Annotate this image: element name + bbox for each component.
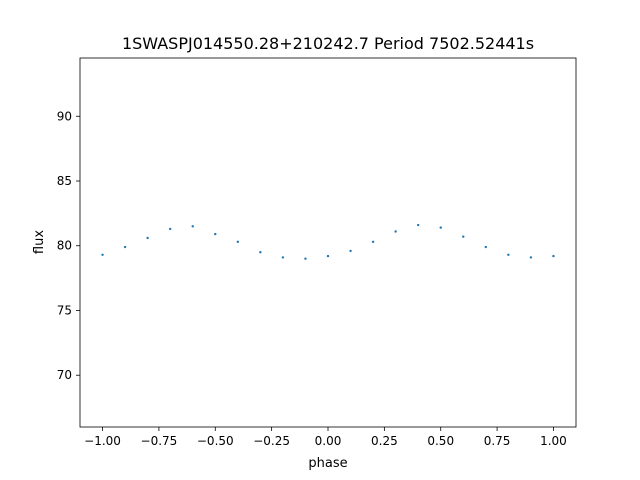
data-point [123,245,127,249]
x-tick-label: 1.00 [540,434,567,448]
data-point [371,240,375,244]
x-tick-label: −0.50 [197,434,234,448]
y-tick-label: 85 [57,174,72,188]
data-point [168,227,172,231]
data-point [529,256,533,259]
data-point [394,230,397,233]
x-tick-label: 0.75 [484,434,511,448]
data-point [462,235,465,238]
data-point [326,254,330,258]
data-point [101,253,104,256]
scatter-points [101,223,555,260]
data-point [191,225,194,228]
x-tick-label: 0.25 [371,434,398,448]
x-axis: −1.00 −0.75 −0.50 −0.25 0.00 0.25 0.50 0.75 1.00 [84,427,567,448]
y-tick-label: 70 [57,368,72,382]
data-point [259,251,262,254]
y-axis: 70 75 80 85 90 [57,109,80,382]
data-point [349,249,352,253]
data-point [304,257,307,260]
data-point [214,232,217,236]
x-tick-label: 0.00 [315,434,342,448]
data-point [281,256,285,259]
data-point [507,253,510,256]
x-tick-label: −1.00 [84,434,121,448]
x-axis-label: phase [308,456,347,471]
y-axis-label: flux [32,230,47,254]
chart-title: 1SWASPJ014550.28+210242.7 Period 7502.52… [122,34,534,53]
y-tick-label: 75 [57,303,72,317]
data-point [552,254,555,258]
data-point [236,240,240,244]
x-tick-label: −0.75 [141,434,178,448]
x-tick-label: −0.25 [253,434,290,448]
y-tick-label: 80 [57,239,72,253]
data-point [484,245,488,249]
data-point [146,236,149,240]
y-tick-label: 90 [57,109,72,123]
data-point [416,223,420,227]
data-point [439,226,442,229]
x-tick-label: 0.50 [427,434,454,448]
